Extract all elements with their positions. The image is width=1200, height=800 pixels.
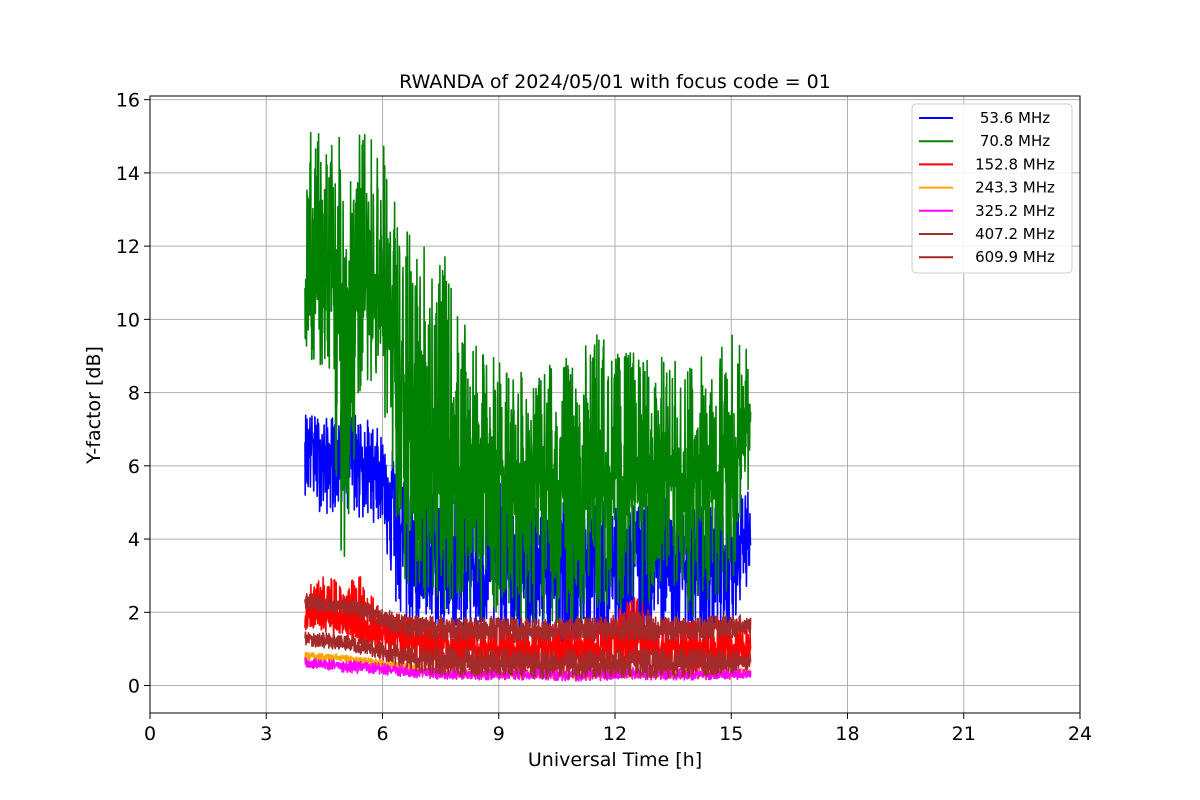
- series-line-1: [304, 131, 752, 624]
- legend-label: 243.3 MHz: [975, 179, 1055, 197]
- y-tick-label: 16: [116, 90, 140, 112]
- legend-label: 407.2 MHz: [975, 225, 1055, 243]
- plot-area: [304, 131, 752, 682]
- legend-label: 70.8 MHz: [980, 132, 1050, 150]
- legend: 53.6 MHz 70.8 MHz 152.8 MHz 243.3 MHz 325.2 …: [911, 103, 1073, 274]
- chart-title: RWANDA of 2024/05/01 with focus code = 0…: [399, 71, 831, 93]
- x-tick-label: 18: [835, 723, 859, 745]
- y-tick-label: 8: [128, 383, 140, 405]
- series-layer: [304, 131, 752, 682]
- y-tick-label: 12: [116, 236, 140, 258]
- y-tick-label: 4: [128, 529, 140, 551]
- legend-box: [911, 103, 1073, 274]
- x-tick-label: 3: [260, 723, 272, 745]
- y-tick-label: 14: [116, 163, 140, 185]
- legend-label: 325.2 MHz: [975, 202, 1055, 220]
- series-line-6: [304, 631, 752, 679]
- legend-label: 53.6 MHz: [980, 109, 1050, 127]
- x-tick-label: 15: [719, 723, 743, 745]
- y-tick-label: 0: [128, 676, 140, 698]
- legend-label: 609.9 MHz: [975, 248, 1055, 266]
- x-axis-ticks: 0 3 6 9 12 15 18 21 24: [144, 713, 1092, 745]
- y-axis-label: Y-factor [dB]: [83, 346, 105, 465]
- x-tick-label: 9: [493, 723, 505, 745]
- x-tick-label: 21: [952, 723, 976, 745]
- x-tick-label: 24: [1068, 723, 1092, 745]
- x-tick-label: 12: [603, 723, 627, 745]
- series-line-5: [304, 594, 752, 644]
- x-tick-label: 0: [144, 723, 156, 745]
- x-axis-label: Universal Time [h]: [528, 749, 702, 771]
- y-tick-label: 10: [116, 309, 140, 331]
- series-line-2: [304, 576, 752, 676]
- legend-label: 152.8 MHz: [975, 155, 1055, 173]
- y-tick-label: 2: [128, 602, 140, 624]
- series-line-4: [304, 657, 752, 682]
- y-axis-ticks: 0 2 4 6 8 10 12 14 16: [116, 90, 150, 698]
- x-tick-label: 6: [376, 723, 388, 745]
- y-tick-label: 6: [128, 456, 140, 478]
